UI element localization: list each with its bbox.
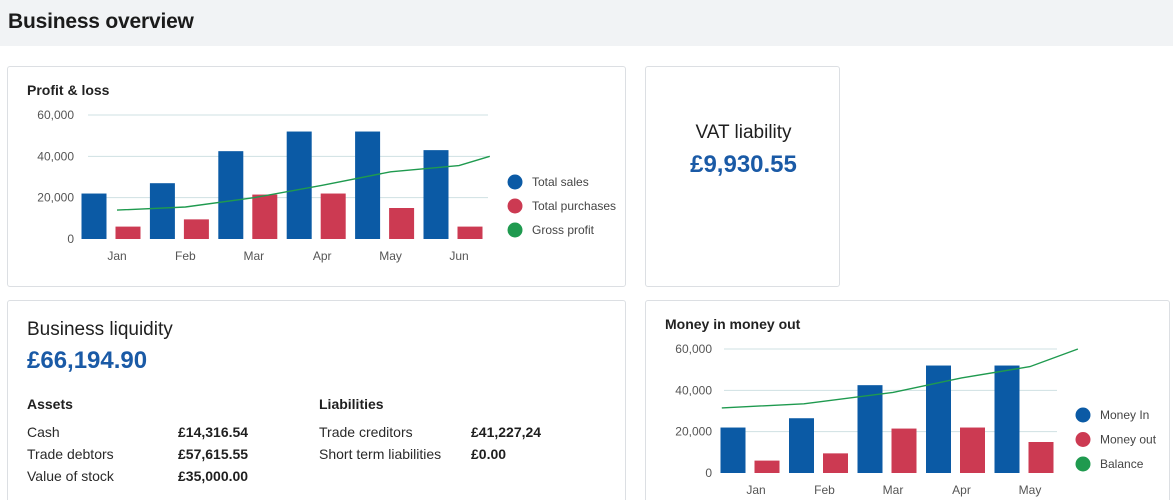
x-tick-label: Jan <box>107 249 126 263</box>
money-out-legend-swatch <box>1075 432 1091 447</box>
asset-value: £14,316.54 <box>178 424 249 440</box>
money-in-bar <box>720 427 746 473</box>
total-purchases-bar <box>320 193 346 239</box>
y-tick-label: 40,000 <box>675 383 712 397</box>
business-liquidity-title: Business liquidity <box>27 319 173 340</box>
total-purchases-bar <box>457 226 483 239</box>
x-tick-label: Apr <box>313 249 332 263</box>
page-title: Business overview <box>8 10 194 33</box>
balance-legend-label: Balance <box>1100 457 1144 471</box>
total-purchases-bar <box>389 208 415 239</box>
money-out-bar <box>823 453 848 473</box>
gross-profit-legend-swatch <box>507 222 523 238</box>
money-out-bar <box>1028 442 1054 473</box>
money-in-out-card[interactable]: Money in money out 0 20,000 40,000 60,000 Ja… <box>645 300 1170 500</box>
y-tick-label: 20,000 <box>37 191 74 205</box>
money-out-bar <box>891 428 917 473</box>
profit-loss-chart[interactable]: 0 20,000 40,000 60,000 Jan Feb Mar Apr May Jun Tot… <box>8 67 627 288</box>
profit-loss-title: Profit & loss <box>27 82 110 98</box>
money-in-bar <box>857 385 883 473</box>
gross-profit-legend-label: Gross profit <box>532 223 595 237</box>
total-purchases-legend-label: Total purchases <box>532 199 616 213</box>
x-tick-label: May <box>1019 483 1042 497</box>
money-in-bar <box>789 418 814 473</box>
total-sales-bar <box>355 131 381 239</box>
gross-profit-line <box>116 155 491 211</box>
total-purchases-bar <box>252 194 278 239</box>
total-purchases-bar <box>183 219 209 239</box>
total-purchases-bar <box>115 226 141 239</box>
asset-value: £35,000.00 <box>178 468 249 484</box>
asset-label: Trade debtors <box>27 446 114 462</box>
y-tick-label: 60,000 <box>675 342 712 356</box>
assets-heading: Assets <box>27 396 73 412</box>
y-tick-label: 40,000 <box>37 149 74 163</box>
money-in-legend-swatch <box>1075 407 1091 423</box>
vat-liability-title: VAT liability <box>695 122 792 143</box>
money-out-bar <box>754 460 780 473</box>
x-tick-label: Feb <box>814 483 835 497</box>
y-tick-label: 0 <box>705 466 712 480</box>
page-header: Business overview <box>0 0 1173 46</box>
x-tick-label: Feb <box>175 249 196 263</box>
y-tick-label: 20,000 <box>675 425 712 439</box>
liability-value: £41,227,24 <box>471 424 542 440</box>
liability-label: Short term liabilities <box>319 446 442 462</box>
x-tick-label: May <box>379 249 402 263</box>
asset-label: Value of stock <box>27 468 114 484</box>
business-liquidity-value: £66,194.90 <box>27 347 148 374</box>
money-in-legend-label: Money In <box>1100 408 1149 422</box>
money-in-bar <box>994 365 1020 473</box>
liability-value: £0.00 <box>471 446 507 462</box>
profit-loss-card[interactable]: Profit & loss 0 20,000 40,000 60,000 Jan Feb M… <box>7 66 626 287</box>
asset-value: £57,615.55 <box>178 446 249 462</box>
total-sales-bar <box>149 183 175 239</box>
money-out-legend-label: Money out <box>1100 433 1157 447</box>
vat-liability-value: £9,930.55 <box>690 151 797 178</box>
x-tick-label: Mar <box>883 483 904 497</box>
y-tick-label: 60,000 <box>37 108 74 122</box>
total-sales-legend-label: Total sales <box>532 175 589 189</box>
total-sales-bar <box>81 193 107 239</box>
balance-legend-swatch <box>1075 456 1091 472</box>
total-sales-bar <box>218 151 244 239</box>
balance-line <box>721 348 1079 409</box>
liability-label: Trade creditors <box>319 424 413 440</box>
vat-liability-card[interactable]: VAT liability £9,930.55 <box>645 66 840 287</box>
money-out-bar <box>960 427 985 473</box>
x-tick-label: Jan <box>746 483 765 497</box>
x-tick-label: Apr <box>952 483 971 497</box>
money-in-out-title: Money in money out <box>665 316 801 332</box>
liabilities-heading: Liabilities <box>319 396 384 412</box>
total-sales-bar <box>423 150 449 239</box>
total-sales-legend-swatch <box>507 174 523 190</box>
x-tick-label: Mar <box>243 249 264 263</box>
asset-label: Cash <box>27 424 60 440</box>
total-purchases-legend-swatch <box>507 198 523 214</box>
x-tick-label: Jun <box>449 249 468 263</box>
money-in-bar <box>926 365 951 473</box>
y-tick-label: 0 <box>67 232 74 246</box>
business-liquidity-card[interactable]: Business liquidity £66,194.90 Assets Cas… <box>7 300 626 500</box>
total-sales-bar <box>286 131 312 239</box>
